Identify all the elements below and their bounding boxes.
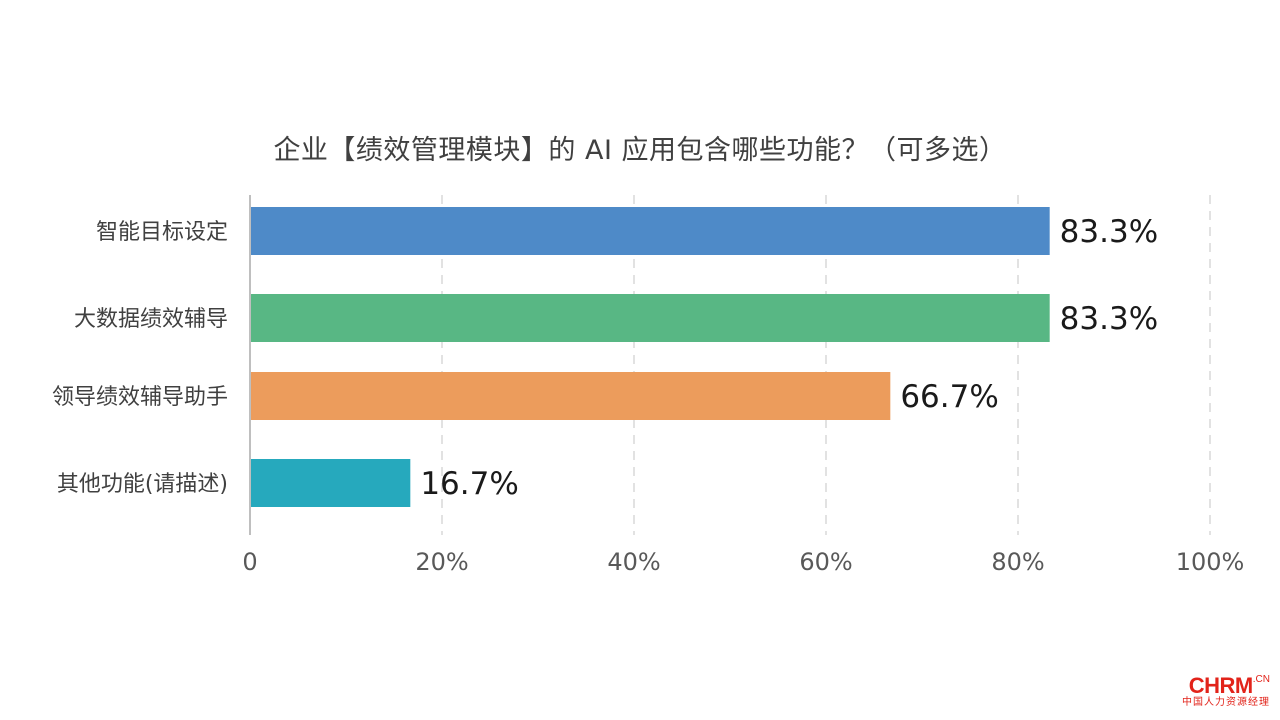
bar [250, 294, 1050, 342]
category-label: 智能目标设定 [96, 220, 228, 245]
logo-subtitle: 中国人力资源经理 [1182, 697, 1270, 708]
chart-title: 企业【绩效管理模块】的 AI 应用包含哪些功能？（可多选） [273, 135, 1007, 166]
x-tick-label: 40% [607, 548, 660, 576]
bar [250, 372, 891, 420]
bar [250, 459, 411, 507]
logo-main-text: CHRM [1188, 673, 1254, 698]
logo-suffix: .CN [1252, 674, 1270, 685]
x-tick-label: 100% [1176, 548, 1245, 576]
x-tick-label: 80% [991, 548, 1044, 576]
data-label: 16.7% [420, 466, 518, 502]
data-label: 83.3% [1060, 301, 1158, 337]
x-tick-label: 60% [799, 548, 852, 576]
category-label: 其他功能(请描述) [57, 472, 228, 497]
data-label: 66.7% [900, 379, 998, 415]
x-tick-label: 20% [415, 548, 468, 576]
x-tick-label: 0 [242, 548, 257, 576]
chrm-logo: CHRM.CN 中国人力资源经理 [1182, 675, 1270, 708]
data-label: 83.3% [1060, 214, 1158, 250]
category-label: 领导绩效辅导助手 [52, 385, 228, 410]
bar-layer [250, 207, 1050, 507]
category-label: 大数据绩效辅导 [74, 307, 228, 332]
bar [250, 207, 1050, 255]
axis-layer: 0 20% 40% 60% 80% 100% 智能目标设定 83.3% 大数据绩效辅导 83.3%… [52, 195, 1244, 576]
